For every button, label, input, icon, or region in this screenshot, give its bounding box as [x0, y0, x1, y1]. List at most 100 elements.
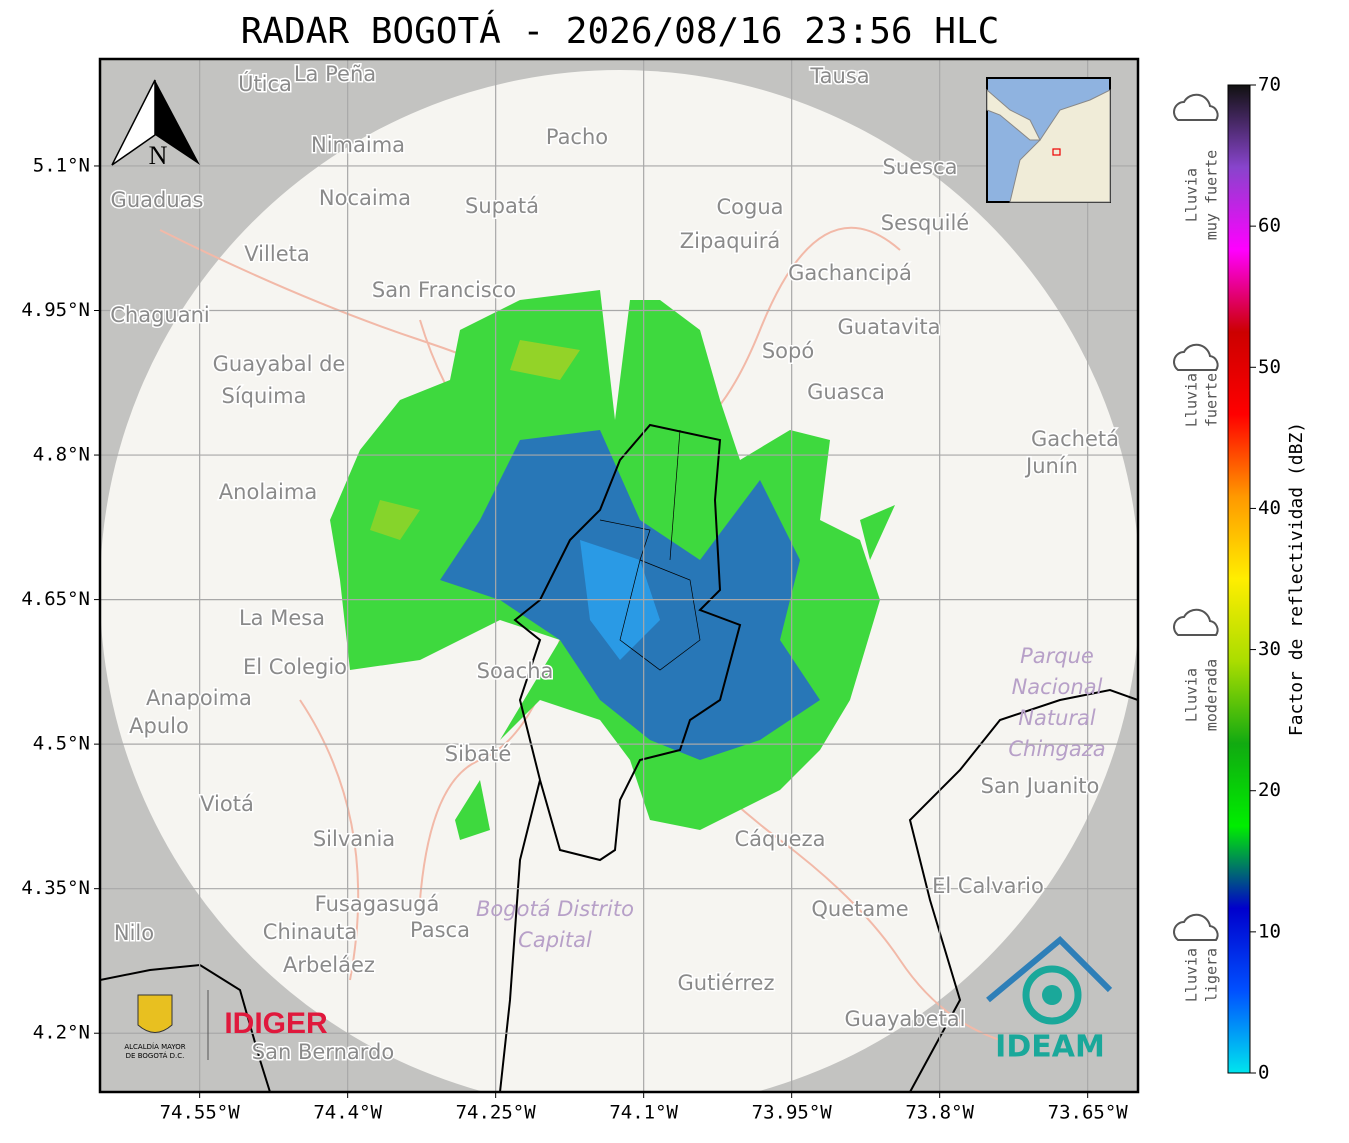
- place-label: La Peña: [294, 62, 376, 86]
- idiger-logo: IDIGER: [224, 1007, 328, 1040]
- colorbar-tick-label: 0: [1258, 1062, 1269, 1084]
- y-tick-label: 4.95°N: [21, 299, 90, 321]
- y-tick-label: 4.5°N: [33, 733, 90, 755]
- place-label: Villeta: [244, 242, 309, 266]
- rain-level: Lluvia muy fuerte: [1173, 93, 1221, 240]
- region-label: Chingaza: [1008, 737, 1105, 761]
- north-arrow: N: [111, 79, 200, 170]
- place-label: Guasca: [807, 380, 885, 404]
- place-label: Síquima: [222, 384, 307, 408]
- place-label: Gachetá: [1031, 427, 1119, 451]
- place-label: Guayabetal: [845, 1007, 966, 1031]
- ideam-label: IDEAM: [995, 1030, 1105, 1065]
- place-label: Anolaima: [219, 480, 317, 504]
- cloud-icon: [1173, 913, 1219, 941]
- place-label: La Mesa: [239, 606, 325, 630]
- rain-level-label: ligera: [1203, 948, 1221, 1002]
- x-tick-label: 74.4°W: [313, 1102, 382, 1124]
- north-label: N: [149, 141, 168, 170]
- place-label: San Juanito: [981, 774, 1100, 798]
- place-label: Tausa: [809, 64, 869, 88]
- place-label: Sesquilé: [881, 211, 969, 235]
- place-label: Guayabal de: [213, 352, 346, 376]
- place-label: Nilo: [114, 921, 154, 945]
- place-label: Cogua: [716, 195, 783, 219]
- place-label: Anapoima: [146, 686, 252, 710]
- region-label: Bogotá Distrito: [476, 897, 634, 921]
- colorbar-tick-label: 50: [1258, 356, 1281, 378]
- rain-level-label: Lluvia: [1183, 373, 1201, 427]
- place-label: Quetame: [811, 897, 908, 921]
- place-label: Guatavita: [838, 315, 941, 339]
- map: Útica La Peña Tausa Pacho Nimaima Guaduas Noca…: [100, 59, 1138, 1092]
- place-label: Nocaima: [319, 186, 411, 210]
- x-tick-label: 73.95°W: [752, 1102, 833, 1124]
- y-tick-label: 4.65°N: [21, 588, 90, 610]
- colorbar-tick-label: 10: [1258, 920, 1281, 942]
- colorbar-tick-label: 30: [1258, 638, 1281, 660]
- place-label: Sibaté: [445, 742, 512, 766]
- place-label: El Colegio: [243, 655, 347, 679]
- place-label: Guaduas: [111, 188, 204, 212]
- colorbar-tick-label: 60: [1258, 215, 1281, 237]
- place-label: Suesca: [883, 155, 958, 179]
- place-label: Apulo: [129, 714, 189, 738]
- title: RADAR BOGOTÁ - 2026/08/16 23:56 HLC: [241, 10, 1000, 52]
- ideam-logo: IDEAM: [986, 935, 1113, 1065]
- place-label: Gachancipá: [788, 261, 912, 285]
- y-tick-label: 4.8°N: [33, 444, 90, 466]
- colorbar-label: Factor de reflectividad (dBZ): [1286, 422, 1307, 736]
- rain-level-label: muy fuerte: [1203, 150, 1221, 240]
- place-label: Silvania: [313, 827, 395, 851]
- region-label: Parque: [1020, 644, 1094, 668]
- y-tick-label: 5.1°N: [33, 154, 90, 176]
- place-label: San Bernardo: [252, 1040, 394, 1064]
- x-tick-label: 73.65°W: [1048, 1102, 1129, 1124]
- place-label: El Calvario: [932, 874, 1044, 898]
- place-label: Zipaquirá: [680, 229, 780, 253]
- x-tick-label: 74.1°W: [609, 1102, 678, 1124]
- place-label: Supatá: [465, 194, 539, 218]
- colorbar-tick-label: 20: [1258, 779, 1281, 801]
- region-label: Capital: [518, 928, 592, 952]
- rain-level-label: Lluvia: [1183, 668, 1201, 722]
- place-label: Viotá: [200, 792, 254, 816]
- cloud-icon: [1173, 343, 1219, 371]
- inset-map: [986, 77, 1111, 203]
- alcaldia-logo: ALCALDÍA MAYOR DE BOGOTÁ D.C.: [124, 990, 209, 1060]
- rain-level-label: Lluvia: [1183, 168, 1201, 222]
- map-frame: [98, 57, 1140, 1094]
- colorbar-tick-label: 70: [1258, 74, 1281, 96]
- boundaries: [100, 423, 1138, 1092]
- place-label: Gutiérrez: [678, 971, 775, 995]
- x-tick-label: 74.25°W: [456, 1102, 537, 1124]
- place-label: Chinauta: [263, 920, 357, 944]
- rain-level: Lluvia moderada: [1173, 608, 1221, 731]
- x-tick-label: 74.55°W: [160, 1102, 241, 1124]
- place-label: Junín: [1024, 454, 1078, 478]
- place-label: Arbeláez: [283, 953, 375, 977]
- place-label: Cáqueza: [735, 827, 826, 851]
- alcaldia-line2: DE BOGOTÁ D.C.: [126, 1051, 185, 1060]
- colorbar-tick-label: 40: [1258, 497, 1281, 519]
- x-tick-label: 73.8°W: [905, 1102, 974, 1124]
- place-label: Soacha: [477, 659, 554, 683]
- y-tick-label: 4.2°N: [33, 1022, 90, 1044]
- y-tick-label: 4.35°N: [21, 877, 90, 899]
- place-label: San Francisco: [372, 278, 516, 302]
- place-label: Nimaima: [311, 133, 405, 157]
- rain-level: Lluvia ligera: [1173, 913, 1221, 1002]
- rain-level-label: Lluvia: [1183, 948, 1201, 1002]
- cloud-icon: [1173, 608, 1219, 636]
- rain-level-label: fuerte: [1203, 373, 1221, 427]
- rain-level: Lluvia fuerte: [1173, 343, 1221, 427]
- place-label: Fusagasugá: [315, 892, 440, 916]
- alcaldia-line1: ALCALDÍA MAYOR: [124, 1042, 185, 1051]
- place-label: Útica: [238, 71, 292, 96]
- place-label: Sopó: [762, 339, 814, 363]
- region-label: Nacional: [1012, 675, 1103, 699]
- region-label: Natural: [1018, 706, 1096, 730]
- cloud-icon: [1173, 93, 1219, 121]
- place-label: Pasca: [410, 918, 470, 942]
